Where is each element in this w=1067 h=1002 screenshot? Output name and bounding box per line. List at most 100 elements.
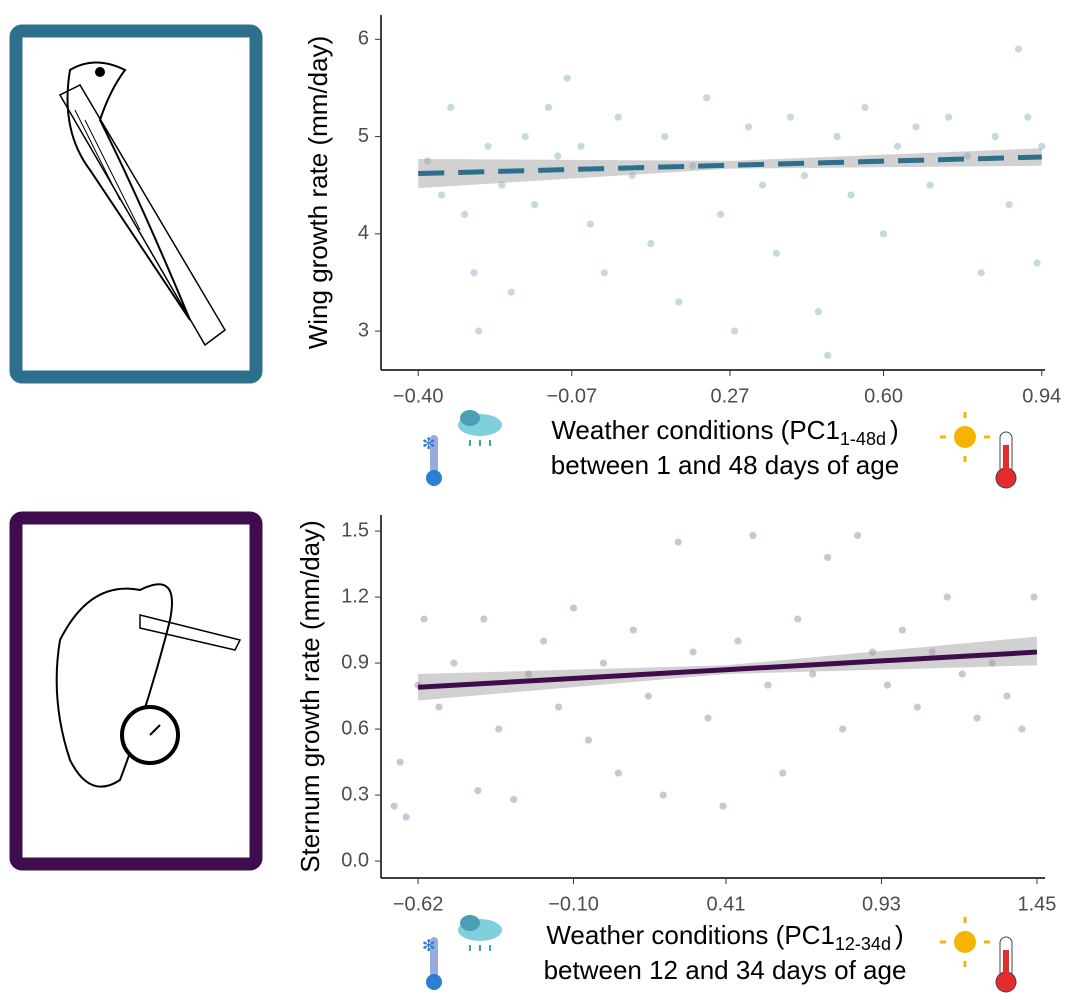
point	[912, 123, 920, 131]
point	[898, 626, 906, 634]
point	[521, 132, 529, 141]
x-axis-title-main: Weather conditions (PC1	[546, 920, 835, 950]
y-tick-label: 1.2	[341, 585, 369, 607]
point	[480, 615, 488, 623]
x-axis-title-close: )	[890, 415, 899, 445]
point	[764, 681, 772, 689]
y-tick-label: 6	[358, 28, 369, 50]
point	[833, 132, 841, 141]
point	[988, 659, 996, 667]
x-axis-title-close: )	[895, 920, 904, 950]
point	[629, 626, 637, 634]
x-axis-title-line2: between 1 and 48 days of age	[551, 450, 899, 480]
point	[704, 714, 712, 722]
point	[423, 157, 432, 165]
point	[470, 269, 478, 277]
point	[661, 132, 669, 141]
point	[861, 103, 869, 111]
fit-line	[418, 154, 1042, 177]
point	[744, 123, 753, 131]
point	[809, 670, 817, 678]
x-tick-label: 1.45	[1017, 893, 1056, 915]
point	[507, 288, 515, 296]
point	[1024, 113, 1032, 121]
point	[853, 531, 862, 540]
point	[779, 769, 787, 777]
point	[474, 787, 482, 795]
point	[510, 795, 518, 804]
point	[958, 670, 966, 678]
point	[525, 670, 533, 678]
point	[600, 269, 608, 277]
point	[435, 703, 443, 711]
y-axis-title: Sternum growth rate (mm/day)	[295, 520, 325, 873]
y-tick-label: 1.5	[341, 519, 369, 541]
x-axis-title: Weather conditions (PC11-48d)	[551, 415, 898, 449]
x-tick-label: 0.41	[707, 893, 746, 915]
point	[554, 152, 562, 160]
y-tick-label: 0.0	[341, 849, 369, 871]
point	[644, 692, 652, 700]
wing-illustration	[9, 24, 263, 384]
point	[447, 103, 455, 111]
point	[928, 648, 936, 656]
x-tick-label: 0.60	[864, 385, 903, 407]
x-tick-label: −0.40	[393, 385, 444, 407]
x-axis-title: Weather conditions (PC112-34d)	[546, 920, 903, 954]
point	[977, 269, 985, 277]
point	[675, 298, 683, 306]
y-axis-title: Wing growth rate (mm/day)	[303, 36, 333, 350]
point	[498, 181, 506, 189]
point	[569, 604, 578, 612]
point	[402, 813, 410, 821]
point	[530, 201, 539, 209]
point	[475, 327, 483, 335]
point	[719, 802, 727, 810]
weather-icons: ✻	[422, 915, 1017, 993]
point	[1003, 692, 1011, 700]
point	[689, 648, 697, 656]
point	[390, 802, 398, 810]
x-tick-label: 0.93	[862, 893, 901, 915]
y-tick-label: 0.6	[341, 717, 369, 739]
point	[614, 113, 622, 121]
point	[1005, 201, 1013, 209]
y-tick-label: 3	[358, 319, 369, 341]
point	[540, 637, 548, 645]
x-tick-label: 0.94	[1022, 385, 1061, 407]
point	[1038, 142, 1046, 150]
point	[586, 220, 594, 228]
point	[544, 103, 553, 111]
point	[420, 615, 428, 623]
point	[991, 132, 999, 141]
point	[1030, 593, 1038, 601]
x-axis-title-subscript: 1-48d	[840, 429, 886, 449]
point	[703, 94, 711, 102]
point	[731, 327, 739, 335]
point	[647, 239, 655, 248]
point	[772, 249, 781, 257]
point	[824, 553, 832, 562]
point	[926, 181, 934, 189]
point	[913, 703, 921, 711]
point	[1014, 45, 1023, 53]
svg-text:✻: ✻	[422, 436, 435, 453]
point	[749, 531, 757, 540]
point	[1018, 725, 1026, 733]
point	[868, 648, 877, 656]
y-tick-label: 5	[358, 125, 369, 147]
y-tick-label: 0.3	[341, 783, 369, 805]
point	[945, 113, 953, 121]
point	[943, 593, 951, 601]
sternum-illustration	[9, 511, 263, 871]
point	[786, 113, 795, 121]
point	[628, 171, 636, 180]
svg-text:✻: ✻	[422, 938, 435, 955]
x-axis-title-subscript: 12-34d	[835, 934, 891, 954]
y-tick-label: 0.9	[341, 651, 369, 673]
y-tick-label: 4	[358, 222, 369, 244]
point	[1033, 259, 1041, 267]
point	[800, 171, 809, 180]
point	[824, 351, 832, 360]
fit-line	[417, 649, 1038, 690]
